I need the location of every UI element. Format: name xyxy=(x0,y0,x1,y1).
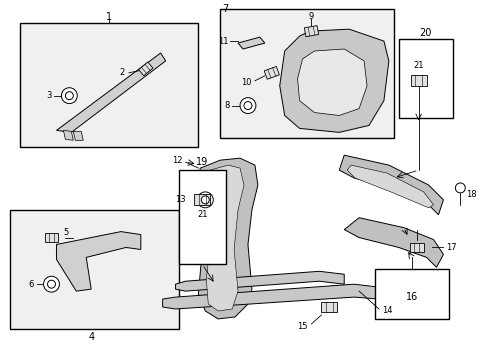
Bar xyxy=(178,170,225,264)
Text: 21: 21 xyxy=(197,210,207,219)
Text: 12: 12 xyxy=(172,156,182,165)
Bar xyxy=(139,62,153,76)
Text: 13: 13 xyxy=(175,195,185,204)
Polygon shape xyxy=(297,49,366,116)
Text: 15: 15 xyxy=(296,322,307,331)
Bar xyxy=(220,9,393,138)
Polygon shape xyxy=(73,131,83,140)
Bar xyxy=(194,194,210,205)
Text: 19: 19 xyxy=(196,157,208,167)
Text: 4: 4 xyxy=(88,332,94,342)
Polygon shape xyxy=(238,37,264,49)
Circle shape xyxy=(65,92,73,100)
Polygon shape xyxy=(279,29,388,132)
Text: 8: 8 xyxy=(224,101,230,110)
Text: 11: 11 xyxy=(217,37,228,46)
Bar xyxy=(410,75,426,86)
Circle shape xyxy=(454,183,464,193)
Polygon shape xyxy=(163,284,378,309)
Polygon shape xyxy=(63,130,73,140)
Text: 10: 10 xyxy=(241,78,251,87)
Bar xyxy=(409,243,423,252)
Polygon shape xyxy=(344,218,443,267)
Text: 20: 20 xyxy=(419,28,431,38)
Text: 3: 3 xyxy=(46,91,51,100)
Text: 21: 21 xyxy=(412,62,423,71)
Text: 18: 18 xyxy=(466,190,476,199)
Text: 16: 16 xyxy=(405,292,417,302)
Circle shape xyxy=(43,276,60,292)
Circle shape xyxy=(47,280,55,288)
Text: 14: 14 xyxy=(381,306,392,315)
Bar xyxy=(321,302,337,312)
Polygon shape xyxy=(56,53,165,132)
Bar xyxy=(10,210,178,329)
Text: 1: 1 xyxy=(106,12,112,22)
Text: 6: 6 xyxy=(28,280,34,289)
Circle shape xyxy=(240,98,255,113)
Text: 5: 5 xyxy=(63,228,68,237)
Circle shape xyxy=(197,192,213,208)
Circle shape xyxy=(244,102,251,109)
Polygon shape xyxy=(175,271,344,291)
Bar xyxy=(44,233,59,242)
Circle shape xyxy=(201,196,209,204)
Polygon shape xyxy=(339,155,443,215)
Bar xyxy=(374,269,448,319)
Text: 7: 7 xyxy=(222,4,228,14)
Polygon shape xyxy=(206,165,244,311)
Text: 17: 17 xyxy=(446,243,456,252)
Bar xyxy=(264,67,279,79)
Polygon shape xyxy=(346,165,433,208)
Text: 2: 2 xyxy=(120,68,124,77)
Circle shape xyxy=(61,88,77,104)
Bar xyxy=(304,26,318,37)
Bar xyxy=(20,23,198,147)
Text: 9: 9 xyxy=(308,12,313,21)
Bar xyxy=(398,39,452,118)
Polygon shape xyxy=(56,231,141,291)
Polygon shape xyxy=(196,158,257,319)
